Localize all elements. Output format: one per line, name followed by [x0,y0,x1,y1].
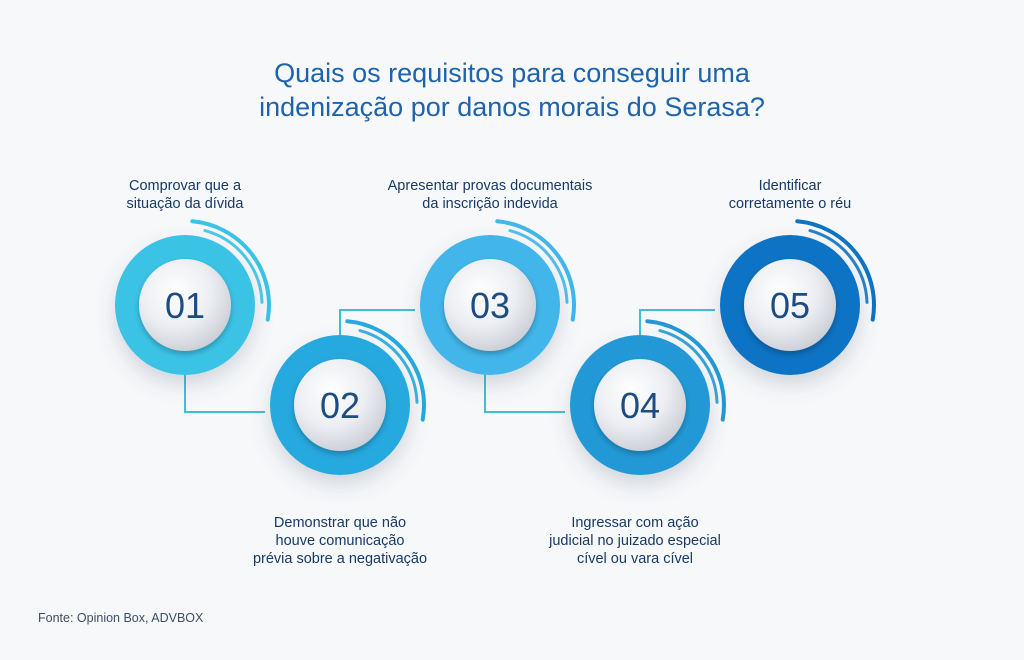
step-05-circle: 05 [720,219,876,375]
step-inner-disc [139,259,231,351]
step-02-circle: 02 [270,319,426,475]
connectors [184,309,715,413]
step-05-label: Identificar corretamente o réu [710,177,870,213]
step-inner-disc [294,359,386,451]
connector-03-04 [484,370,565,413]
outer-arc-inner [808,229,869,304]
step-inner-disc [444,259,536,351]
step-01-label-line: Comprovar que a [128,178,242,194]
step-01-label: Comprovar que a situação da dívida [105,177,265,213]
step-02-label-line: prévia sobre a negativação [252,551,428,567]
source-note: Fonte: Opinion Box, ADVBOX [38,611,204,625]
outer-arc [345,319,426,422]
step-02-number: 02 [320,385,360,426]
step-03-label-line: Apresentar provas documentais [387,178,593,194]
step-03-circle: 03 [420,219,576,375]
step-02-label: Demonstrar que não houve comunicação prévi… [240,514,440,568]
connector-02-03 [339,309,415,338]
outer-arc [495,219,576,322]
step-02-label-line: houve comunicação [275,533,405,549]
outer-arc-inner [203,229,264,304]
outer-arc-inner [508,229,569,304]
step-04-number: 04 [620,385,660,426]
step-inner-disc [594,359,686,451]
outer-arc [795,219,876,322]
step-inner-disc [744,259,836,351]
step-03-number: 03 [470,285,510,326]
connector-01-02 [184,365,265,413]
step-04-label-line: Ingressar com ação [571,515,699,531]
page-title: Quais os requisitos para conseguir uma i… [0,56,1024,124]
outer-arc-inner [358,329,419,404]
step-01-circle: 01 [115,219,271,375]
outer-arc-inner [658,329,719,404]
connector-04-05 [639,309,715,338]
step-04-label: Ingressar com ação judicial no juizado es… [530,514,740,568]
step-05-label-line: corretamente o réu [728,196,852,212]
step-03-label-line: da inscrição indevida [422,196,558,212]
step-05-label-line: Identificar [758,178,822,194]
step-02-label-line: Demonstrar que não [273,515,407,531]
title-line-1: Quais os requisitos para conseguir uma [274,58,750,88]
step-04-label-line: judicial no juizado especial [549,533,721,549]
step-03-label: Apresentar provas documentais da inscriçã… [370,177,610,213]
step-01-number: 01 [165,285,205,326]
outer-arc [645,319,726,422]
step-04-circle: 04 [570,319,726,475]
outer-arc [190,219,271,322]
title-line-2: indenização por danos morais do Serasa? [259,92,765,122]
step-04-label-line: cível ou vara cível [576,551,694,567]
step-05-number: 05 [770,285,810,326]
step-01-label-line: situação da dívida [126,196,244,212]
